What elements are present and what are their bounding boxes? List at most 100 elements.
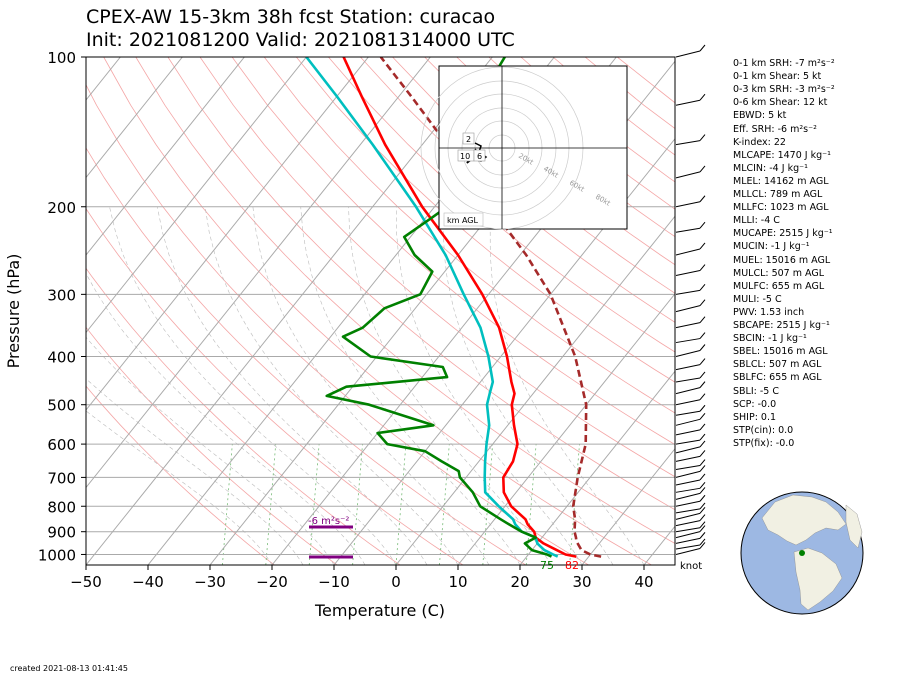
x-tick-label: 10 bbox=[448, 573, 467, 591]
wind-barb-flag bbox=[699, 459, 706, 466]
wind-barb-flag bbox=[699, 134, 706, 141]
x-tick-label: −30 bbox=[194, 573, 226, 591]
stability-index-line: MULI: -5 C bbox=[733, 293, 782, 305]
isotherm bbox=[519, 370, 675, 565]
stability-index-line: 0-6 km Shear: 12 kt bbox=[733, 97, 828, 109]
dry-adiabat bbox=[86, 326, 338, 565]
y-tick-label: 700 bbox=[47, 469, 76, 487]
y-tick-label: 200 bbox=[47, 199, 76, 217]
x-tick-label: −50 bbox=[70, 573, 102, 591]
wind-barb-staff bbox=[675, 492, 701, 500]
wind-barb-staff bbox=[675, 305, 701, 313]
wind-barb-staff bbox=[675, 50, 701, 58]
isotherm bbox=[86, 57, 183, 179]
wind-barb-flag bbox=[699, 404, 706, 412]
mixing-ratio-line bbox=[352, 444, 363, 565]
wind-barb-flag bbox=[699, 532, 706, 539]
wind-barb-staff bbox=[675, 531, 701, 539]
hodo-height-2: 2 bbox=[466, 135, 471, 144]
dry-adiabat bbox=[86, 147, 526, 565]
dry-adiabat bbox=[424, 57, 675, 266]
y-axis-ticks: 100 200 300 400 500 600 700 800 900 1000 bbox=[38, 49, 86, 564]
moist-adiabat bbox=[204, 206, 459, 565]
y-tick-label: 800 bbox=[47, 498, 76, 516]
isotherm bbox=[86, 57, 431, 489]
stability-index-line: MUCAPE: 2515 J kg⁻¹ bbox=[733, 228, 833, 240]
wind-barb-staff bbox=[675, 387, 701, 395]
wind-barb-staff bbox=[675, 537, 701, 544]
dry-adiabat bbox=[360, 57, 675, 323]
globe-locator bbox=[740, 491, 864, 615]
wind-barb-flag bbox=[699, 44, 706, 52]
isotherm bbox=[86, 57, 307, 334]
stability-index-line: SBLCL: 507 m AGL bbox=[733, 359, 822, 371]
wind-barb-flag bbox=[699, 440, 706, 448]
wind-barb-staff bbox=[675, 520, 701, 527]
hodo-height-6: 6 bbox=[477, 152, 482, 161]
y-axis-label: Pressure (hPa) bbox=[4, 254, 23, 369]
dry-adiabat bbox=[86, 385, 275, 565]
wind-barb-staff bbox=[675, 377, 701, 383]
dry-adiabat bbox=[86, 267, 401, 565]
dry-adiabat bbox=[86, 208, 464, 565]
dry-adiabat bbox=[295, 57, 675, 383]
wind-barb-flag bbox=[699, 507, 706, 514]
wind-barb-flag bbox=[699, 165, 706, 173]
wind-barb-staff bbox=[675, 270, 701, 277]
x-tick-label: −40 bbox=[132, 573, 164, 591]
wind-barb-flag bbox=[699, 393, 706, 401]
mixing-ratio-line bbox=[308, 444, 320, 565]
dry-adiabat bbox=[135, 57, 675, 544]
stability-index-line: MLLFC: 1023 m AGL bbox=[733, 202, 829, 214]
stability-index-line: MUEL: 15016 m AGL bbox=[733, 254, 831, 266]
moist-adiabat bbox=[86, 410, 273, 565]
wind-barb-staff bbox=[675, 338, 701, 344]
x-tick-label: 30 bbox=[572, 573, 591, 591]
isotherm bbox=[86, 57, 245, 256]
wind-barb-flag bbox=[699, 494, 706, 502]
globe-greenland bbox=[845, 504, 863, 549]
wind-barb-staff bbox=[675, 544, 701, 550]
isotherm bbox=[457, 292, 675, 565]
wind-barb-flag bbox=[699, 487, 706, 494]
y-tick-label: 600 bbox=[47, 436, 76, 454]
stability-index-line: 0-1 km Shear: 5 kt bbox=[733, 71, 822, 83]
wind-barb-staff bbox=[675, 140, 701, 146]
wind-barb-flag bbox=[699, 242, 706, 250]
stability-index-line: SCP: -0.0 bbox=[733, 398, 777, 410]
wind-barb-flag bbox=[699, 358, 706, 365]
stability-index-line: MLCIN: -4 J kg⁻¹ bbox=[733, 162, 808, 174]
y-tick-label: 1000 bbox=[38, 546, 76, 564]
moist-adiabat bbox=[157, 206, 428, 565]
mixing-ratio-line bbox=[222, 444, 233, 565]
x-tick-label: 20 bbox=[510, 573, 529, 591]
x-tick-label: 40 bbox=[634, 573, 653, 591]
globe-south-america bbox=[793, 547, 843, 611]
wind-barb-staff bbox=[675, 350, 701, 357]
wind-barb-flag bbox=[699, 538, 706, 546]
moist-adiabat bbox=[489, 206, 645, 565]
wind-barb-staff bbox=[675, 227, 701, 233]
chart-title-line1: CPEX-AW 15-3km 38h fcst Station: curacao bbox=[86, 6, 495, 28]
dry-adiabat bbox=[231, 57, 675, 446]
plot-frame bbox=[85, 56, 676, 566]
wind-barb-flag bbox=[699, 221, 706, 229]
globe-north-america bbox=[761, 494, 847, 546]
moist-adiabat bbox=[86, 272, 366, 565]
wind-barb-flag bbox=[699, 514, 706, 521]
wind-barb-staff bbox=[675, 446, 701, 454]
dry-adiabat bbox=[328, 57, 675, 353]
hodo-units-label: km AGL bbox=[447, 216, 479, 225]
isotherm bbox=[86, 57, 493, 565]
wind-barb-staff bbox=[675, 439, 701, 445]
x-axis-label: Temperature (C) bbox=[314, 601, 445, 620]
x-tick-label: −20 bbox=[256, 573, 288, 591]
stability-index-line: MULCL: 507 m AGL bbox=[733, 267, 825, 279]
stability-index-line: K-index: 22 bbox=[733, 136, 786, 148]
x-axis-ticks: −50 −40 −30 −20 −10 0 10 20 30 40 bbox=[70, 565, 654, 591]
y-tick-label: 900 bbox=[47, 524, 76, 542]
wind-barb-staff bbox=[675, 512, 701, 520]
wind-barb-staff bbox=[675, 418, 701, 426]
stability-index-line: STP(fix): -0.0 bbox=[733, 437, 795, 449]
wind-barb-flag bbox=[699, 93, 706, 101]
